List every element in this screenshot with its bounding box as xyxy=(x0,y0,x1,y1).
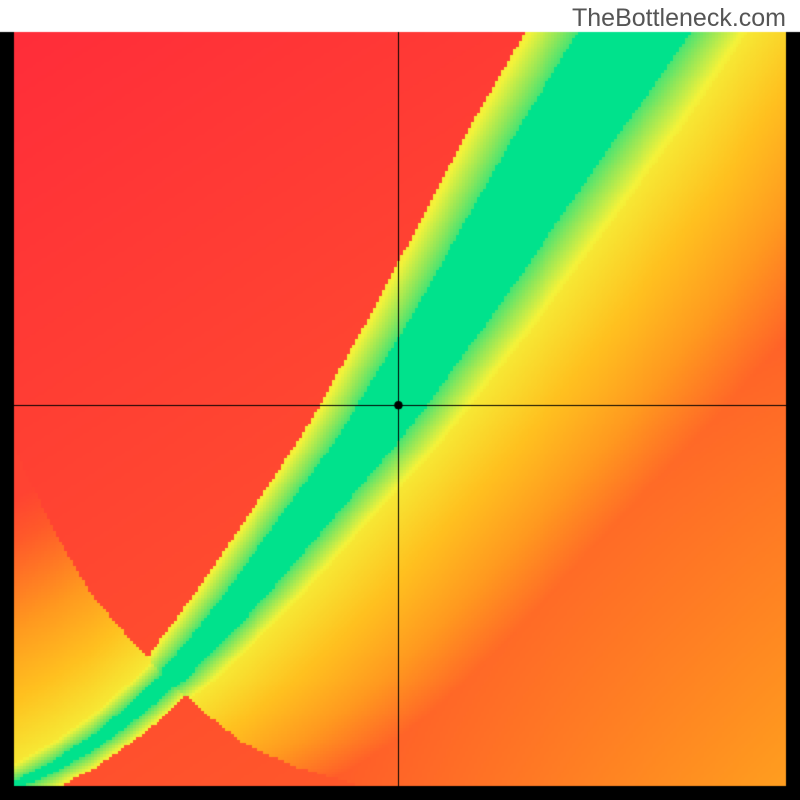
watermark-label: TheBottleneck.com xyxy=(572,4,786,33)
bottleneck-heatmap-canvas xyxy=(0,0,800,800)
chart-container: TheBottleneck.com xyxy=(0,0,800,800)
